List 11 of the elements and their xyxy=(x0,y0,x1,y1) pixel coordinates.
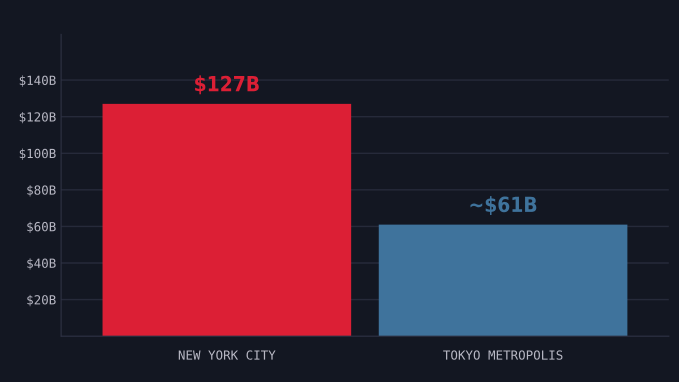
y-tick-label: $100B xyxy=(20,148,56,160)
x-tick-label: TOKYO METROPOLIS xyxy=(443,350,562,360)
y-tick-label: $140B xyxy=(20,75,56,87)
y-tick-label: $40B xyxy=(27,258,56,270)
y-tick-label: $80B xyxy=(27,185,56,196)
data-label: ~$61B xyxy=(470,196,536,215)
x-tick-label: NEW YORK CITY xyxy=(178,350,276,360)
y-tick-label: $120B xyxy=(20,112,56,124)
data-label: $127B xyxy=(195,75,259,94)
y-tick-label: $20B xyxy=(27,294,56,306)
y-tick-label: $60B xyxy=(27,222,56,234)
